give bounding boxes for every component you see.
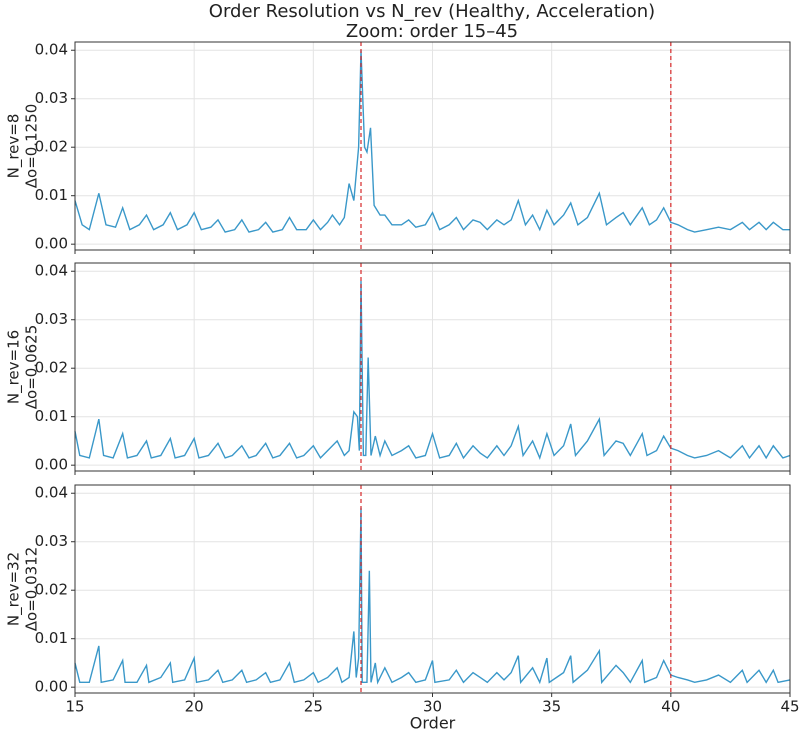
- y-tick-label: 0.02: [35, 581, 68, 599]
- x-tick-label: 40: [661, 698, 680, 716]
- y-axis-label: Δo=0.0312: [23, 547, 41, 632]
- y-tick-label: 0.02: [35, 138, 68, 156]
- y-tick-label: 0.00: [35, 456, 68, 474]
- y-tick-label: 0.01: [35, 629, 68, 647]
- y-axis-label: Δo=0.1250: [23, 104, 41, 189]
- y-tick-label: 0.01: [35, 186, 68, 204]
- x-tick-label: 15: [65, 698, 84, 716]
- y-tick-label: 0.01: [35, 407, 68, 425]
- y-axis-label: N_rev=32: [5, 552, 24, 626]
- y-tick-label: 0.00: [35, 678, 68, 696]
- plot-frame: [74, 262, 791, 472]
- x-tick-label: 45: [780, 698, 799, 716]
- y-tick-label: 0.03: [35, 310, 68, 328]
- y-axis-label: Δo=0.0625: [23, 325, 41, 410]
- chart-subtitle: Zoom: order 15–45: [346, 21, 518, 42]
- y-tick-label: 0.04: [35, 484, 68, 502]
- x-tick-label: 20: [185, 698, 204, 716]
- x-tick-label: 35: [542, 698, 561, 716]
- y-tick-label: 0.03: [35, 89, 68, 107]
- y-tick-label: 0.04: [35, 41, 68, 59]
- y-tick-label: 0.03: [35, 532, 68, 550]
- x-tick-label: 25: [304, 698, 323, 716]
- spectrum-line: [74, 50, 790, 233]
- plot-frame: [74, 41, 791, 251]
- y-tick-label: 0.00: [35, 235, 68, 253]
- x-axis-label: Order: [410, 714, 456, 733]
- chart-title: Order Resolution vs N_rev (Healthy, Acce…: [209, 1, 655, 22]
- y-tick-label: 0.02: [35, 359, 68, 377]
- y-axis-label: N_rev=16: [5, 330, 24, 404]
- spectrum-line: [74, 507, 791, 685]
- spectrum-line: [74, 280, 791, 460]
- y-tick-label: 0.04: [35, 262, 68, 280]
- plot-frame: [74, 484, 791, 694]
- x-tick-label: 30: [423, 698, 442, 716]
- y-axis-label: N_rev=8: [5, 114, 24, 179]
